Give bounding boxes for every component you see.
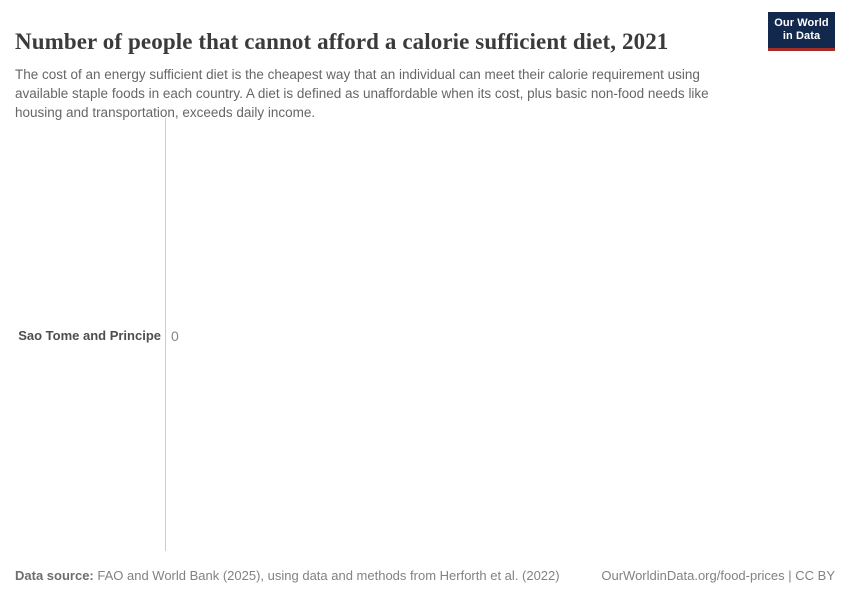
chart-footer: Data source: FAO and World Bank (2025), … <box>15 568 835 583</box>
data-source-text: FAO and World Bank (2025), using data an… <box>93 568 560 583</box>
owid-logo-line1: Our World <box>774 17 829 29</box>
owid-logo: Our World in Data <box>768 12 835 51</box>
chart-subtitle: The cost of an energy sufficient diet is… <box>15 66 709 120</box>
bar-category-label: Sao Tome and Principe <box>18 328 161 343</box>
chart-title: Number of people that cannot afford a ca… <box>15 29 669 55</box>
y-axis-line <box>165 118 166 551</box>
data-source-note: Data source: FAO and World Bank (2025), … <box>15 568 560 583</box>
data-source-label: Data source: <box>15 568 94 583</box>
bar-value-label: 0 <box>171 328 179 344</box>
credit-link[interactable]: OurWorldinData.org/food-prices | CC BY <box>601 568 835 583</box>
owid-logo-line2: in Data <box>782 30 821 42</box>
